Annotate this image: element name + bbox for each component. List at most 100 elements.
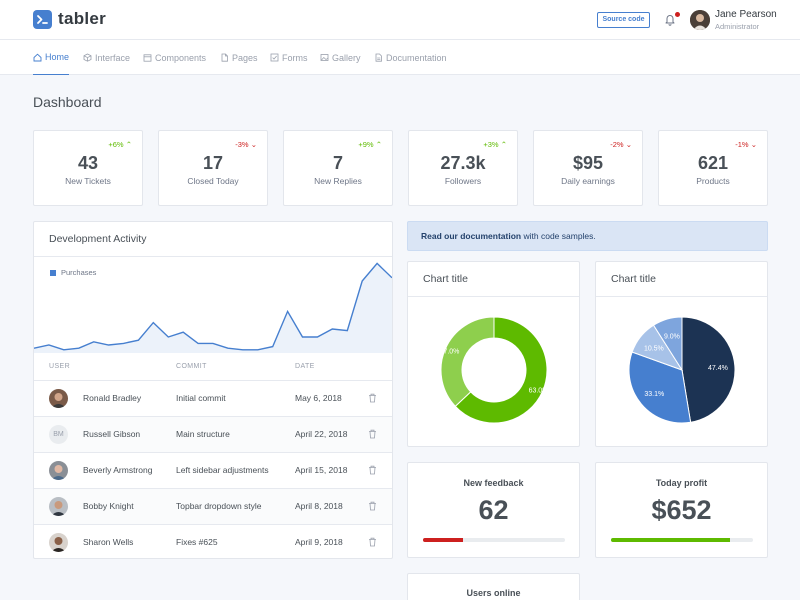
calendar-icon (143, 54, 152, 62)
commit-date: April 15, 2018 (295, 465, 348, 475)
user-name: Ronald Bradley (83, 393, 142, 403)
nav-item-components[interactable]: Components (143, 40, 206, 75)
pie-slice (628, 351, 692, 424)
purchases-line (34, 262, 392, 351)
table-row: Bobby Knight Topbar dropdown style April… (34, 488, 392, 524)
stat-value: 17 (202, 153, 224, 173)
donut-chart-card: Chart title 63.0% 37.0% (407, 261, 580, 447)
stat-card-new-tickets: +6% ⌃ 43 New Tickets (33, 130, 143, 206)
notification-dot (675, 12, 680, 17)
table-row: Ronald Bradley Initial commit May 6, 201… (34, 380, 392, 416)
commit-date: April 22, 2018 (295, 429, 348, 439)
slice-label: 10.5% (644, 345, 664, 352)
stat-label: Closed Today (187, 176, 239, 186)
donut-chart: 63.0% 37.0% (440, 316, 548, 424)
stat-card-new-replies: +9% ⌃ 7 New Replies (283, 130, 393, 206)
file-text-icon (375, 53, 382, 62)
nav-label: Documentation (386, 52, 447, 63)
table-row: Sharon Wells Fixes #625 April 9, 2018 (34, 524, 392, 560)
profit-progress-bar (611, 538, 753, 542)
home-icon (33, 53, 42, 61)
today-profit-card: Today profit $652 (595, 462, 768, 558)
chevron-up-icon: ⌃ (375, 140, 382, 149)
commit-date: May 6, 2018 (295, 393, 342, 403)
legend-label: Purchases (61, 268, 97, 277)
page-title: Dashboard (33, 94, 102, 110)
avatar (49, 497, 68, 516)
stat-change-badge: -1% ⌄ (735, 140, 757, 149)
source-code-button[interactable]: Source code (597, 12, 650, 28)
commit-date: April 9, 2018 (295, 537, 343, 547)
card-label: Users online (466, 588, 521, 598)
card-title: Development Activity (49, 233, 147, 245)
trash-icon[interactable] (368, 393, 377, 403)
pie-slice (652, 316, 683, 372)
stat-change-badge: -2% ⌄ (610, 140, 632, 149)
nav-label: Interface (95, 52, 131, 63)
stat-card-products: -1% ⌄ 621 Products (658, 130, 768, 206)
avatar (49, 389, 68, 408)
user-name[interactable]: Jane Pearson (715, 9, 777, 20)
stat-label: Products (696, 176, 730, 186)
chevron-down-icon: ⌄ (750, 140, 757, 149)
commit-message: Fixes #625 (176, 537, 218, 547)
trash-icon[interactable] (368, 501, 377, 511)
purchases-area (34, 263, 392, 353)
card-value: 62 (478, 495, 509, 525)
column-header-user: USER (49, 363, 71, 370)
donut-slice (440, 316, 495, 407)
nav-item-documentation[interactable]: Documentation (374, 40, 447, 75)
stat-change-badge: +9% ⌃ (358, 140, 382, 149)
stat-value: $95 (572, 153, 604, 173)
stat-label: New Tickets (65, 176, 111, 186)
avatar (49, 461, 68, 480)
slice-label: 33.1% (644, 391, 664, 398)
documentation-link[interactable]: Read our documentation (421, 231, 522, 241)
chevron-down-icon: ⌄ (625, 140, 632, 149)
nav-item-home[interactable]: Home (33, 40, 70, 75)
nav-item-forms[interactable]: Forms (270, 40, 308, 75)
brand-name[interactable]: tabler (58, 9, 107, 28)
user-avatar[interactable] (690, 10, 710, 30)
commit-message: Topbar dropdown style (176, 501, 262, 511)
stat-value: 621 (697, 153, 729, 173)
commit-message: Initial commit (176, 393, 226, 403)
alert-text: with code samples. (521, 231, 596, 241)
nav-label: Gallery (332, 52, 361, 63)
progress-fill (611, 538, 731, 542)
nav-label: Forms (282, 52, 308, 63)
user-name: Sharon Wells (83, 537, 134, 547)
documentation-alert: Read our documentation with code samples… (407, 221, 768, 251)
stat-value: 43 (77, 153, 99, 173)
commit-message: Left sidebar adjustments (176, 465, 269, 475)
card-value: $652 (651, 495, 712, 525)
bell-icon[interactable] (664, 13, 676, 26)
trash-icon[interactable] (368, 429, 377, 439)
stat-card-daily-earnings: -2% ⌄ $95 Daily earnings (533, 130, 643, 206)
user-role: Administrator (715, 22, 760, 31)
trash-icon[interactable] (368, 465, 377, 475)
users-online-card: Users online (407, 573, 580, 600)
chevron-down-icon: ⌄ (250, 140, 257, 149)
slice-label: 47.4% (708, 365, 728, 372)
nav-label: Components (155, 52, 207, 63)
user-name: Beverly Armstrong (83, 465, 153, 475)
feedback-progress-bar (423, 538, 565, 542)
slice-label: 9.0% (664, 333, 680, 340)
user-name: Bobby Knight (83, 501, 134, 511)
trash-icon[interactable] (368, 537, 377, 547)
nav-item-gallery[interactable]: Gallery (320, 40, 361, 75)
stat-label: Followers (444, 176, 482, 186)
stat-value: 7 (332, 153, 343, 173)
nav-item-interface[interactable]: Interface (83, 40, 130, 75)
avatar: BM (49, 425, 68, 444)
table-row: BM Russell Gibson Main structure April 2… (34, 416, 392, 452)
chevron-up-icon: ⌃ (125, 140, 132, 149)
tabler-logo-icon[interactable] (33, 10, 52, 29)
legend-swatch (50, 270, 56, 276)
nav-item-pages[interactable]: Pages (220, 40, 258, 75)
pie-slice (681, 316, 736, 423)
stat-value: 27.3k (440, 153, 486, 173)
slice-label: 37.0% (440, 349, 460, 356)
box-icon (83, 53, 92, 62)
